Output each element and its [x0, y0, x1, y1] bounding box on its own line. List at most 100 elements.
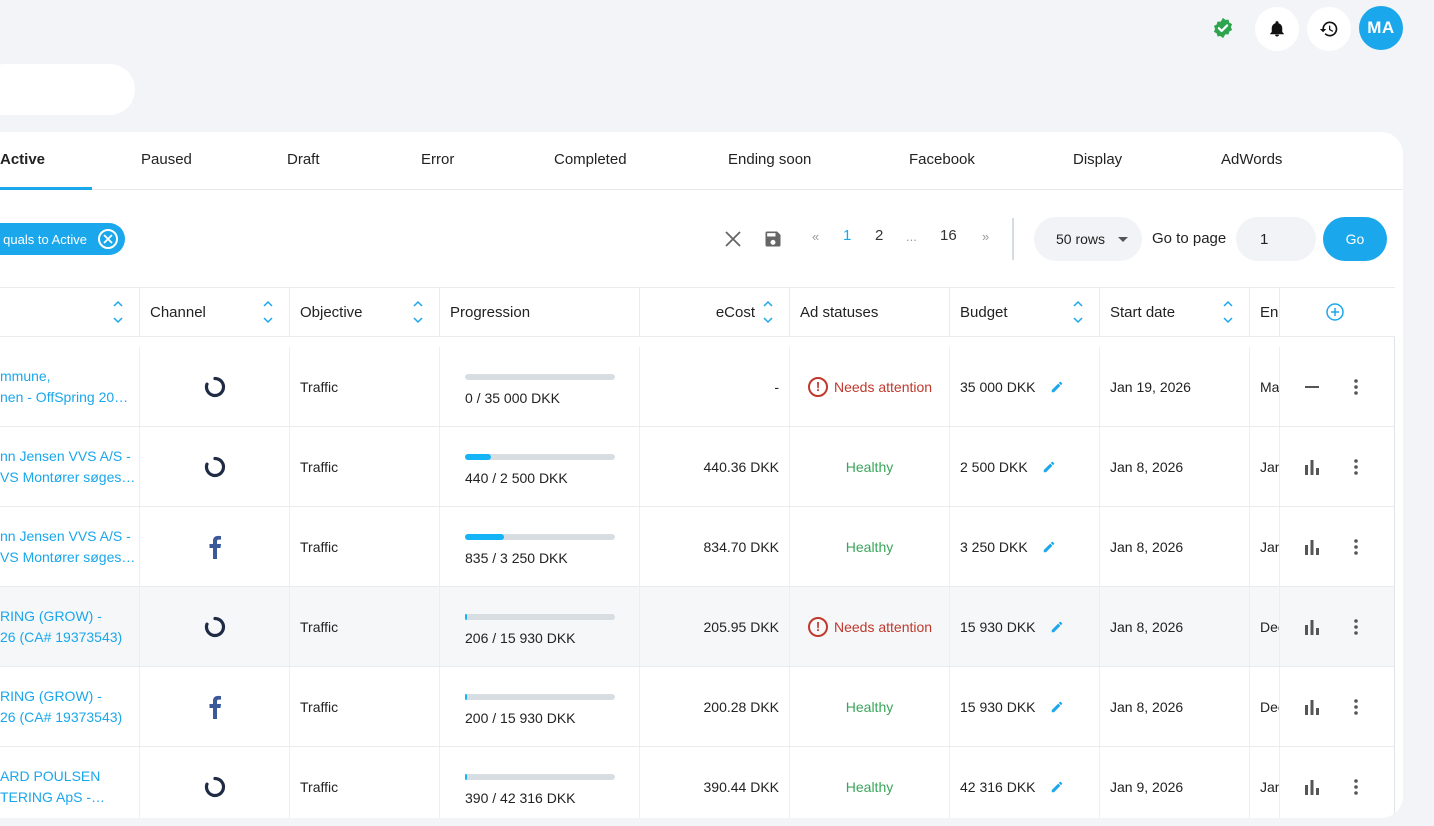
tab-facebook[interactable]: Facebook: [909, 151, 975, 168]
search-field[interactable]: [0, 64, 135, 115]
sort-icon[interactable]: [762, 298, 774, 326]
campaign-name-line2[interactable]: nen - OffSpring 20…: [0, 388, 129, 405]
campaign-name-cell[interactable]: RING (GROW) - 26 (CA# 19373543): [0, 587, 140, 666]
edit-budget-icon[interactable]: [1042, 540, 1056, 554]
rows-per-page-select[interactable]: 50 rows: [1034, 217, 1142, 261]
campaign-name-line1[interactable]: RING (GROW) -: [0, 687, 102, 704]
progress-fill: [465, 453, 492, 460]
edit-budget-icon[interactable]: [1042, 460, 1056, 474]
vertical-scrollbar[interactable]: [1394, 337, 1403, 818]
col-end-date-header[interactable]: End: [1250, 288, 1280, 336]
row-action[interactable]: [1304, 507, 1320, 586]
edit-budget-icon[interactable]: [1050, 700, 1064, 714]
more-options-icon[interactable]: [1354, 539, 1358, 555]
user-avatar[interactable]: MA: [1359, 6, 1403, 50]
last-page-link[interactable]: »: [982, 229, 990, 244]
campaign-name-cell[interactable]: RING (GROW) - 26 (CA# 19373543): [0, 667, 140, 746]
more-options-icon[interactable]: [1354, 379, 1358, 395]
campaign-name-line2[interactable]: 26 (CA# 19373543): [0, 628, 123, 645]
campaign-name-line2[interactable]: TERING ApS -…: [0, 788, 106, 805]
bar-chart-icon[interactable]: [1304, 779, 1320, 795]
table-row[interactable]: nn Jensen VVS A/S - VS Montører søges… T…: [0, 427, 1395, 507]
tab-paused[interactable]: Paused: [141, 151, 192, 168]
first-page-link[interactable]: «: [812, 229, 820, 244]
clear-filters-icon[interactable]: [722, 228, 744, 250]
table-row[interactable]: nn Jensen VVS A/S - VS Montører søges… T…: [0, 507, 1395, 587]
row-action[interactable]: [1304, 427, 1320, 506]
campaign-name-cell[interactable]: nn Jensen VVS A/S - VS Montører søges…: [0, 427, 140, 506]
more-options-icon[interactable]: [1354, 619, 1358, 635]
end-date-value: Dec: [1260, 618, 1279, 635]
notifications-button[interactable]: [1255, 7, 1299, 51]
table-row[interactable]: ARD POULSEN TERING ApS -… Traffic 390 / …: [0, 747, 1395, 818]
goto-page-input[interactable]: [1236, 217, 1316, 261]
edit-budget-icon[interactable]: [1050, 780, 1064, 794]
campaign-name-cell[interactable]: mmune, nen - OffSpring 20…: [0, 347, 140, 426]
col-start-date-header[interactable]: Start date: [1100, 288, 1250, 336]
table-row[interactable]: RING (GROW) - 26 (CA# 19373543) Traffic …: [0, 667, 1395, 747]
history-button[interactable]: [1307, 7, 1351, 51]
remove-filter-icon[interactable]: [98, 229, 118, 249]
tab-display[interactable]: Display: [1073, 151, 1123, 168]
more-options-icon[interactable]: [1354, 699, 1358, 715]
start-date-cell: Jan 8, 2026: [1100, 587, 1250, 666]
campaign-name-line1[interactable]: mmune,: [0, 367, 51, 384]
tab-completed[interactable]: Completed: [554, 151, 627, 168]
col-ad-statuses-header[interactable]: Ad statuses: [790, 288, 950, 336]
bar-chart-icon[interactable]: [1304, 459, 1320, 475]
campaign-name-line2[interactable]: VS Montører søges…: [0, 468, 136, 485]
page-16-link[interactable]: 16: [940, 227, 957, 244]
campaign-name-line2[interactable]: VS Montører søges…: [0, 548, 136, 565]
col-progression-header[interactable]: Progression: [440, 288, 640, 336]
sort-icon[interactable]: [112, 298, 124, 326]
ad-status-cell: Healthy: [790, 747, 950, 818]
page-2-link[interactable]: 2: [875, 227, 884, 244]
campaign-name-line1[interactable]: ARD POULSEN: [0, 767, 101, 784]
edit-budget-icon[interactable]: [1050, 620, 1064, 634]
tab-adwords[interactable]: AdWords: [1221, 151, 1283, 168]
campaign-name-line1[interactable]: nn Jensen VVS A/S -: [0, 527, 131, 544]
tab-draft[interactable]: Draft: [287, 151, 320, 168]
campaign-name-line1[interactable]: nn Jensen VVS A/S -: [0, 447, 131, 464]
campaign-name-line1[interactable]: RING (GROW) -: [0, 607, 102, 624]
page-1-link[interactable]: 1: [843, 227, 852, 244]
alert-icon: !: [808, 616, 828, 637]
row-action[interactable]: [1304, 747, 1320, 818]
verified-check-icon[interactable]: [1212, 17, 1234, 39]
objective-value: Traffic: [300, 778, 339, 795]
progression-value: 200 / 15 930 DKK: [465, 709, 576, 726]
sort-icon[interactable]: [412, 298, 424, 326]
col-objective-header[interactable]: Objective: [290, 288, 440, 336]
campaign-name-cell[interactable]: nn Jensen VVS A/S - VS Montører søges…: [0, 507, 140, 586]
col-ecost-header[interactable]: eCost: [640, 288, 790, 336]
campaign-name-line2[interactable]: 26 (CA# 19373543): [0, 708, 123, 725]
col-budget-header[interactable]: Budget: [950, 288, 1100, 336]
tab-active[interactable]: Active: [0, 151, 46, 168]
go-button[interactable]: Go: [1323, 217, 1387, 261]
row-action[interactable]: [1304, 347, 1320, 426]
end-date-cell: Dec: [1250, 587, 1280, 666]
minus-icon[interactable]: [1305, 385, 1319, 388]
more-options-icon[interactable]: [1354, 459, 1358, 475]
sort-icon[interactable]: [1222, 298, 1234, 326]
sort-icon[interactable]: [262, 298, 274, 326]
bar-chart-icon[interactable]: [1304, 619, 1320, 635]
more-options-icon[interactable]: [1354, 779, 1358, 795]
filter-chip[interactable]: quals to Active: [0, 223, 125, 255]
bar-chart-icon[interactable]: [1304, 539, 1320, 555]
col-channel-header[interactable]: Channel: [140, 288, 290, 336]
end-date-value: Dec: [1260, 698, 1279, 715]
tab-error[interactable]: Error: [421, 151, 455, 168]
bar-chart-icon[interactable]: [1304, 699, 1320, 715]
campaign-name-cell[interactable]: ARD POULSEN TERING ApS -…: [0, 747, 140, 818]
edit-budget-icon[interactable]: [1050, 380, 1064, 394]
tab-ending-soon[interactable]: Ending soon: [728, 151, 812, 168]
add-column-icon[interactable]: [1326, 303, 1344, 321]
row-action[interactable]: [1304, 587, 1320, 666]
col-name-header[interactable]: [0, 288, 140, 336]
table-row[interactable]: mmune, nen - OffSpring 20… Traffic 0 / 3…: [0, 347, 1395, 427]
save-icon[interactable]: [762, 228, 784, 250]
table-row[interactable]: RING (GROW) - 26 (CA# 19373543) Traffic …: [0, 587, 1395, 667]
sort-icon[interactable]: [1072, 298, 1084, 326]
row-action[interactable]: [1304, 667, 1320, 746]
